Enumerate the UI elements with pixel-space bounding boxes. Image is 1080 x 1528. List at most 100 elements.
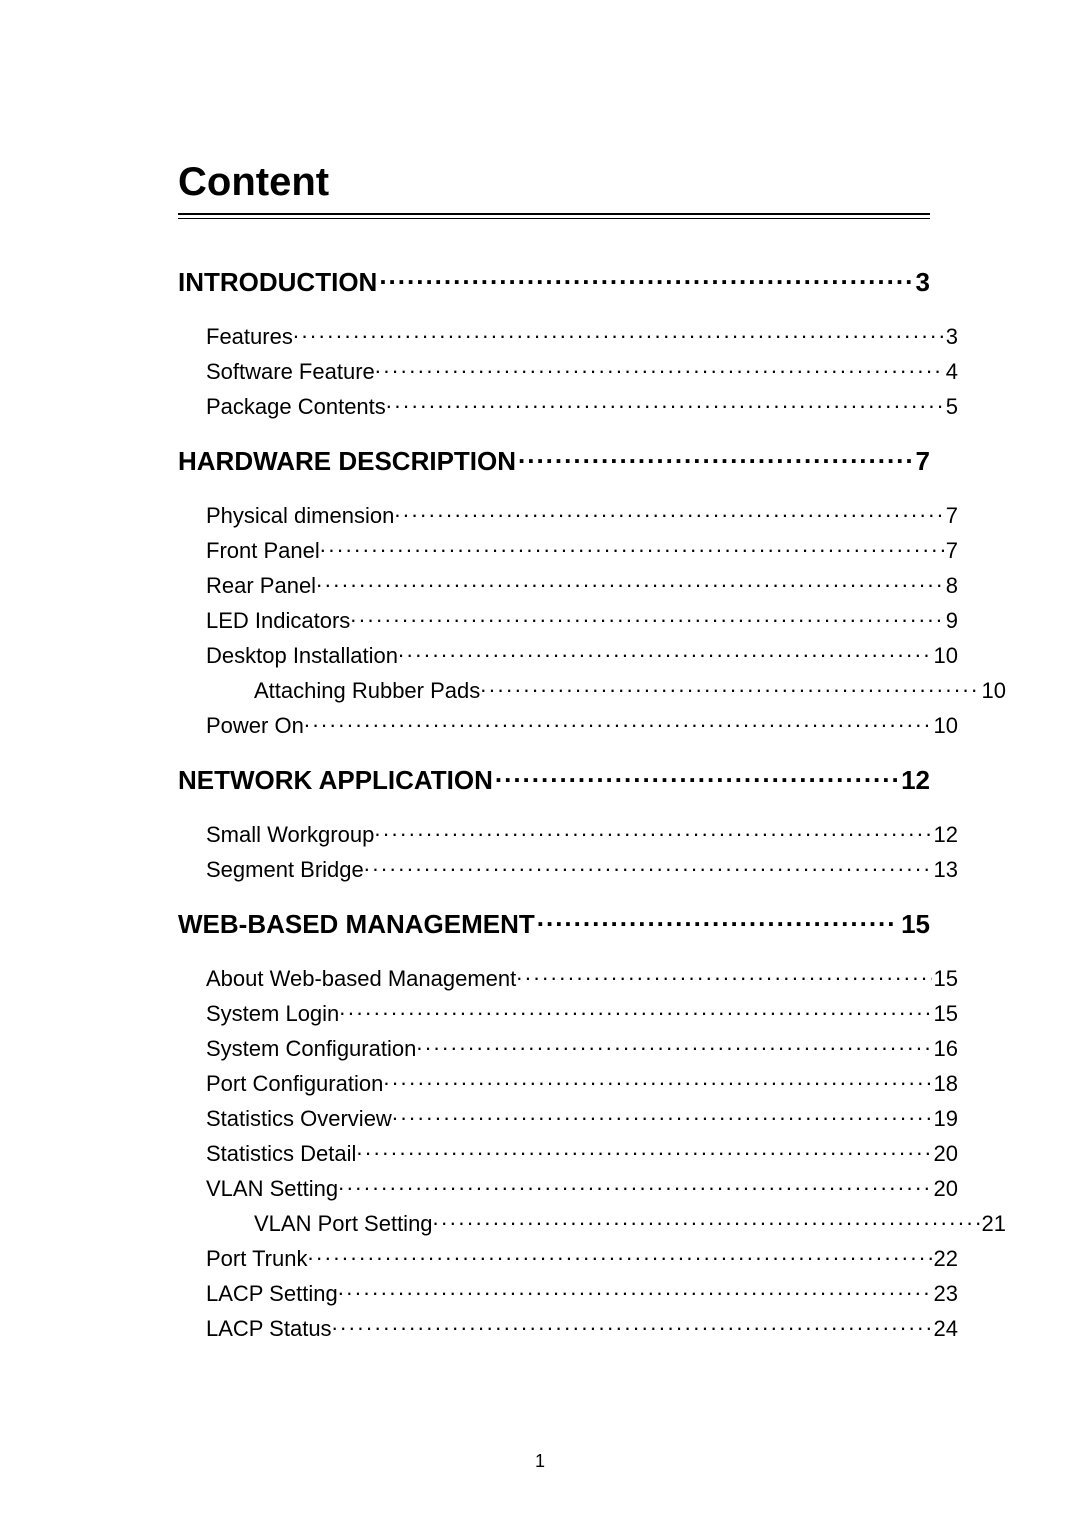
toc-entry-text: NETWORK APPLICATION: [178, 765, 495, 796]
toc-entry-page: 3: [944, 324, 958, 350]
toc-entry: LACP Setting23: [178, 1279, 958, 1307]
toc-entry-text: LACP Status: [206, 1316, 332, 1342]
toc-entry-page: 3: [912, 267, 930, 298]
toc-entry-text: Desktop Installation: [206, 643, 398, 669]
toc-entry: Desktop Installation 10: [178, 641, 958, 669]
toc-entry: Features3: [178, 322, 958, 350]
toc-entry-text: Front Panel: [206, 538, 320, 564]
toc-leader: [364, 855, 932, 877]
toc-entry: System Login 15: [178, 999, 958, 1027]
toc-entry-text: Package Contents: [206, 394, 386, 420]
toc-entry-page: 8: [944, 573, 958, 599]
toc-entry-text: VLAN Port Setting: [254, 1211, 433, 1237]
toc-entry: Power On10: [178, 711, 958, 739]
toc-entry-page: 19: [932, 1106, 958, 1132]
toc-entry: Port Configuration 18: [178, 1069, 958, 1097]
toc-entry: Small Workgroup 12: [178, 820, 958, 848]
toc-entry-page: 12: [897, 765, 930, 796]
toc-leader: [433, 1209, 980, 1231]
toc-leader: [375, 357, 944, 379]
toc-entry: Statistics Detail20: [178, 1139, 958, 1167]
toc-entry-text: Small Workgroup: [206, 822, 374, 848]
toc-entry-page: 20: [932, 1176, 958, 1202]
toc-leader: [386, 392, 944, 414]
toc-leader: [537, 907, 897, 933]
toc-entry-text: Segment Bridge: [206, 857, 364, 883]
toc-leader: [383, 1069, 931, 1091]
toc-entry: Segment Bridge13: [178, 855, 958, 883]
toc-entry: About Web-based Management 15: [178, 964, 958, 992]
spacer: [178, 219, 930, 241]
toc-leader: [392, 1104, 932, 1126]
toc-entry: Rear Panel 8: [178, 571, 958, 599]
toc-entry-page: 9: [944, 608, 958, 634]
toc-leader: [495, 763, 897, 789]
toc-entry-page: 15: [897, 909, 930, 940]
toc-entry-page: 10: [932, 643, 958, 669]
toc-entry: Front Panel 7: [178, 536, 958, 564]
toc-entry-page: 24: [932, 1316, 958, 1342]
toc-leader: [304, 711, 932, 733]
toc-entry-page: 7: [912, 446, 930, 477]
toc-entry-text: Port Trunk: [206, 1246, 307, 1272]
toc-entry: WEB-BASED MANAGEMENT 15: [178, 907, 930, 940]
toc-entry-text: Port Configuration: [206, 1071, 383, 1097]
toc-entry-text: LED Indicators: [206, 608, 350, 634]
toc-leader: [374, 820, 931, 842]
toc-entry-text: About Web-based Management: [206, 966, 516, 992]
toc-entry: Attaching Rubber Pads 10: [178, 676, 1006, 704]
toc-entry-text: LACP Setting: [206, 1281, 338, 1307]
toc-leader: [293, 322, 944, 344]
toc-leader: [394, 501, 943, 523]
toc-entry-text: System Login: [206, 1001, 339, 1027]
toc-leader: [332, 1314, 932, 1336]
toc-entry-page: 4: [944, 359, 958, 385]
toc-entry-text: HARDWARE DESCRIPTION: [178, 446, 518, 477]
toc-entry-text: Statistics Overview: [206, 1106, 392, 1132]
toc-entry: VLAN Port Setting 21: [178, 1209, 1006, 1237]
toc-entry: VLAN Setting 20: [178, 1174, 958, 1202]
page-number: 1: [0, 1451, 1080, 1472]
toc-entry-text: Attaching Rubber Pads: [254, 678, 480, 704]
toc-entry-text: VLAN Setting: [206, 1176, 338, 1202]
toc-entry-page: 15: [932, 1001, 958, 1027]
toc-entry: System Configuration 16: [178, 1034, 958, 1062]
toc-entry: Physical dimension 7: [178, 501, 958, 529]
toc-entry-text: WEB-BASED MANAGEMENT: [178, 909, 537, 940]
toc-entry-page: 7: [944, 503, 958, 529]
toc-entry-page: 20: [932, 1141, 958, 1167]
toc-entry-page: 16: [932, 1036, 958, 1062]
toc-entry-page: 7: [944, 538, 958, 564]
toc-entry: Statistics Overview 19: [178, 1104, 958, 1132]
toc-entry: Software Feature 4: [178, 357, 958, 385]
toc-entry-text: System Configuration: [206, 1036, 416, 1062]
toc-leader: [398, 641, 932, 663]
toc-leader: [316, 571, 944, 593]
toc-entry-page: 21: [980, 1211, 1006, 1237]
toc-entry-text: Rear Panel: [206, 573, 316, 599]
toc-entry-page: 12: [932, 822, 958, 848]
toc-leader: [307, 1244, 931, 1266]
toc-leader: [379, 265, 911, 291]
toc-leader: [339, 999, 931, 1021]
page: Content INTRODUCTION 3 Features3 Software …: [0, 0, 1080, 1528]
toc-leader: [350, 606, 943, 628]
toc-entry: LACP Status 24: [178, 1314, 958, 1342]
page-title: Content: [178, 160, 930, 205]
toc-entry-page: 18: [932, 1071, 958, 1097]
toc-leader: [516, 964, 931, 986]
toc-entry: Port Trunk22: [178, 1244, 958, 1272]
toc-leader: [416, 1034, 931, 1056]
toc-leader: [338, 1174, 931, 1196]
toc-leader: [320, 536, 944, 558]
toc-entry: Package Contents5: [178, 392, 958, 420]
toc-entry-page: 10: [932, 713, 958, 739]
toc-entry-text: Software Feature: [206, 359, 375, 385]
toc-entry-page: 15: [932, 966, 958, 992]
toc-entry: INTRODUCTION 3: [178, 265, 930, 298]
toc-entry-page: 10: [980, 678, 1006, 704]
toc-leader: [338, 1279, 932, 1301]
toc-entry: LED Indicators 9: [178, 606, 958, 634]
toc: INTRODUCTION 3Features3Software Feature4…: [178, 265, 930, 1342]
toc-entry-text: Physical dimension: [206, 503, 394, 529]
